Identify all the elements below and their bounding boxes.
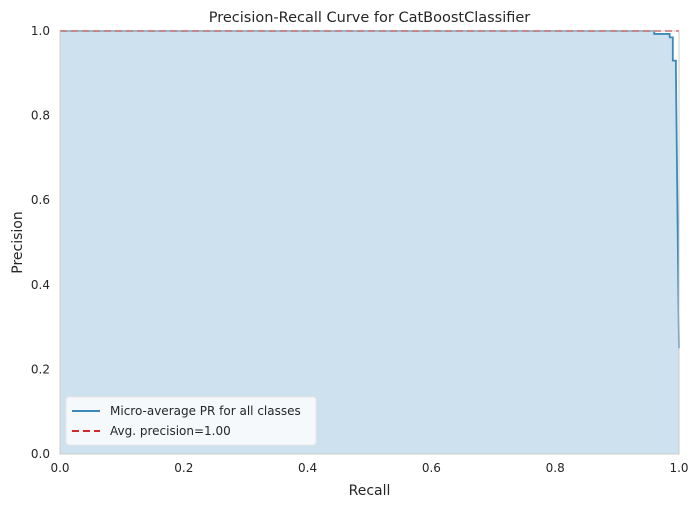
y-tick-label: 0.2 [31, 362, 50, 376]
y-tick-label: 0.0 [31, 447, 50, 461]
x-tick-label: 1.0 [669, 461, 688, 475]
chart-title: Precision-Recall Curve for CatBoostClass… [209, 10, 531, 26]
pr-curve-line [60, 30, 680, 349]
y-axis-label: Precision [10, 211, 26, 273]
legend-box [65, 396, 317, 446]
x-tick-label: 0.0 [50, 461, 69, 475]
y-tick-label: 0.6 [31, 193, 50, 207]
y-tick-label: 1.0 [31, 24, 50, 38]
x-tick-label: 0.2 [174, 461, 193, 475]
x-axis-label: Recall [349, 483, 391, 499]
legend-label-pr: Micro-average PR for all classes [110, 404, 301, 418]
plot-frame [59, 30, 680, 455]
x-tick-label: 0.8 [546, 461, 565, 475]
legend-label-avg: Avg. precision=1.00 [110, 424, 231, 438]
x-tick-label: 0.6 [422, 461, 441, 475]
pr-area-fill [60, 31, 679, 454]
y-tick-label: 0.8 [31, 109, 50, 123]
y-tick-label: 0.4 [31, 278, 50, 292]
x-tick-label: 0.4 [298, 461, 317, 475]
